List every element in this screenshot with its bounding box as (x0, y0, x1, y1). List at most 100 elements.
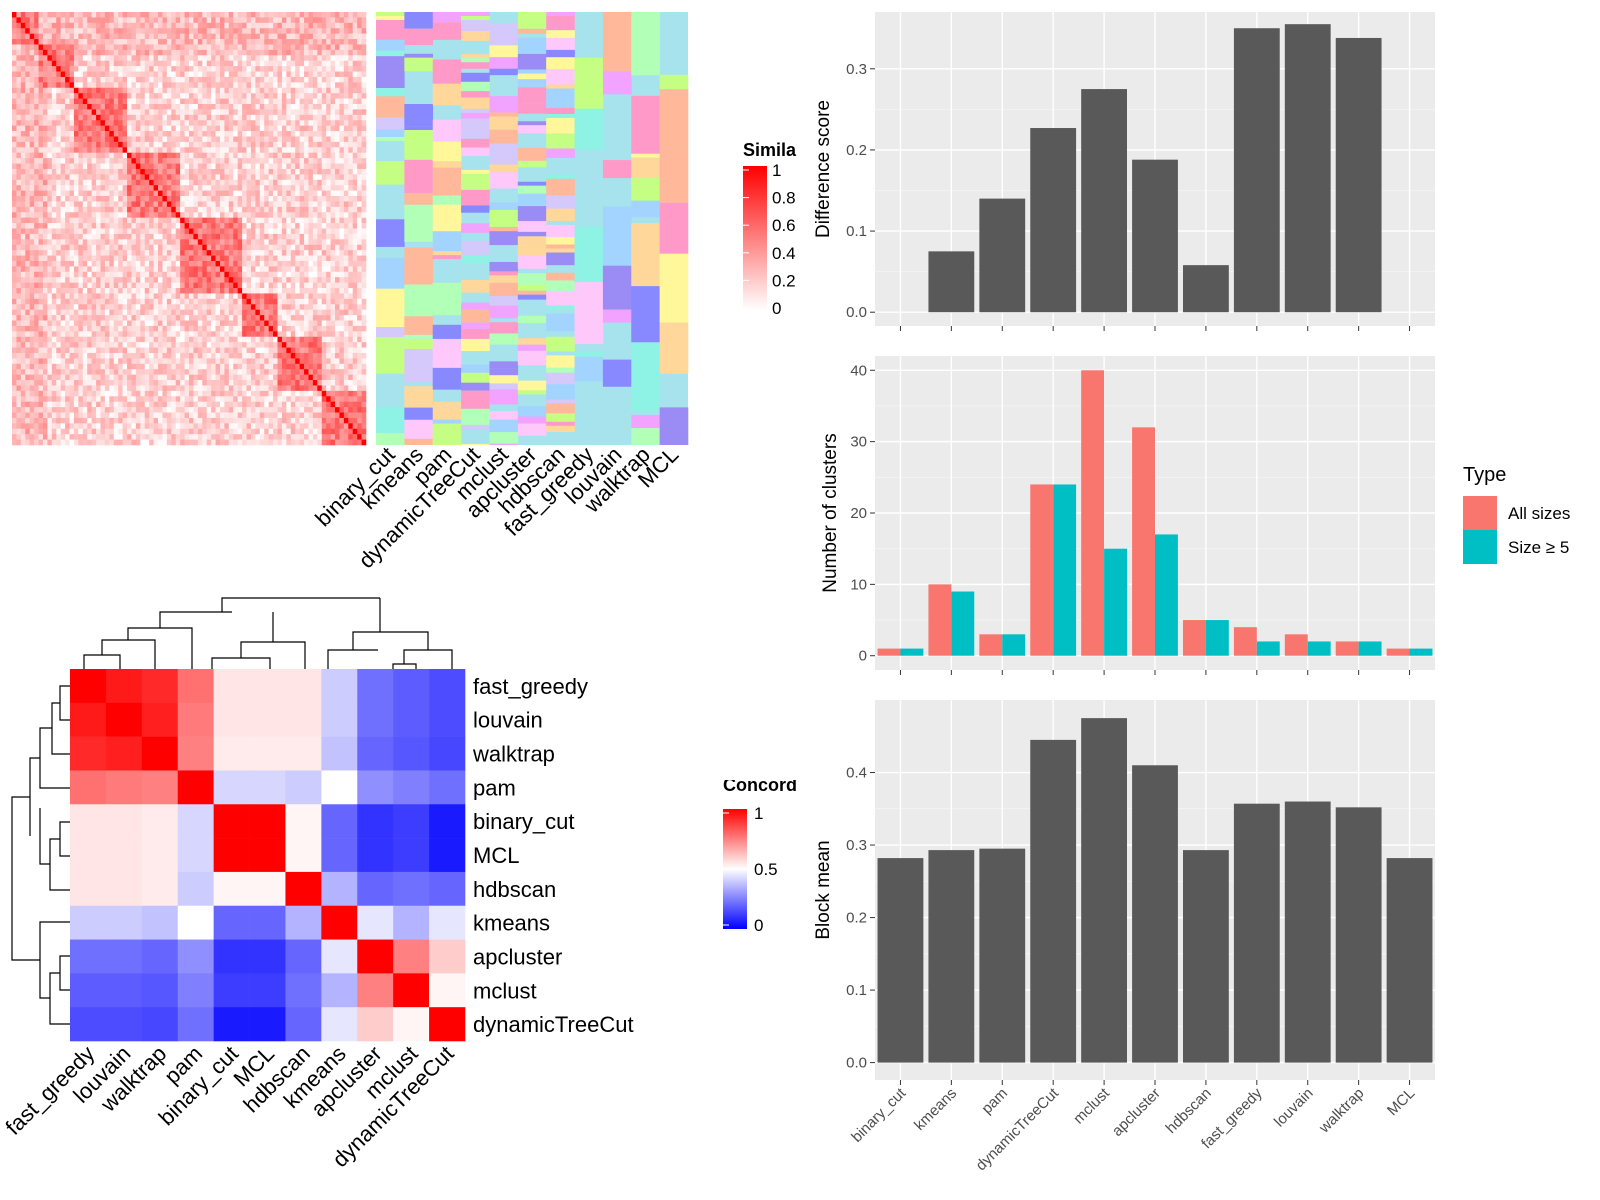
similarity-cell (91, 206, 97, 213)
similarity-cell (233, 82, 238, 89)
similarity-cell (166, 217, 172, 224)
similarity-cell (153, 223, 159, 229)
similarity-cell (184, 22, 190, 29)
similarity-cell (206, 12, 212, 18)
similarity-cell (38, 239, 44, 246)
similarity-cell (175, 33, 181, 40)
similarity-cell (224, 60, 230, 67)
similarity-cell (343, 66, 349, 72)
similarity-cell (158, 109, 163, 116)
similarity-cell (20, 298, 26, 305)
similarity-cell (180, 98, 185, 105)
similarity-cell (131, 190, 137, 197)
similarity-cell (109, 250, 115, 256)
similarity-cell (180, 298, 185, 305)
similarity-cell (96, 76, 101, 83)
similarity-cell (171, 147, 177, 154)
similarity-cell (78, 233, 84, 240)
similarity-cell (286, 266, 292, 273)
similarity-cell (113, 282, 119, 289)
similarity-cell (16, 347, 22, 354)
similarity-cell (286, 76, 292, 83)
similarity-cell (189, 212, 194, 218)
similarity-cell (264, 33, 269, 40)
similarity-cell (153, 342, 159, 348)
similarity-cell (51, 266, 57, 273)
similarity-cell (109, 228, 115, 235)
similarity-cell (131, 298, 137, 305)
similarity-cell (127, 288, 132, 294)
similarity-cell (211, 293, 216, 300)
similarity-cell (304, 212, 309, 218)
similarity-cell (264, 104, 269, 110)
similarity-cell (175, 44, 181, 51)
similarity-cell (197, 325, 203, 332)
similarity-cell (144, 277, 150, 283)
similarity-cell (78, 217, 84, 224)
similarity-cell (162, 255, 168, 262)
similarity-cell (140, 174, 146, 181)
similarity-cell (104, 223, 110, 229)
similarity-cell (246, 271, 252, 278)
similarity-cell (193, 60, 199, 67)
similarity-cell (357, 168, 362, 175)
similarity-cell (153, 76, 159, 83)
similarity-cell (162, 93, 168, 99)
similarity-cell (224, 17, 230, 24)
similarity-cell (171, 87, 177, 94)
similarity-cell (206, 325, 212, 332)
similarity-cell (60, 152, 66, 159)
similarity-cell (357, 87, 362, 94)
similarity-cell (312, 331, 318, 338)
similarity-cell (175, 147, 181, 154)
similarity-cell (308, 233, 314, 240)
similarity-cell (308, 266, 314, 273)
similarity-cell (135, 244, 141, 251)
similarity-cell (65, 87, 70, 94)
similarity-cell (20, 331, 26, 338)
similarity-cell (308, 125, 314, 132)
similarity-cell (65, 104, 70, 110)
similarity-cell (268, 293, 274, 300)
similarity-cell (104, 125, 110, 132)
similarity-cell (317, 22, 323, 29)
similarity-cell (299, 152, 305, 159)
similarity-cell (38, 87, 44, 94)
similarity-cell (122, 190, 128, 197)
similarity-cell (321, 228, 327, 235)
similarity-cell (73, 147, 79, 154)
similarity-cell (268, 22, 274, 29)
similarity-cell (162, 131, 168, 137)
similarity-cell (277, 168, 283, 175)
similarity-cell (215, 39, 221, 45)
similarity-cell (339, 179, 345, 186)
similarity-cell (224, 158, 230, 164)
similarity-cell (12, 125, 17, 132)
similarity-cell (326, 250, 331, 256)
similarity-cell (250, 55, 256, 62)
similarity-cell (206, 244, 212, 251)
similarity-cell (158, 271, 163, 278)
similarity-cell (131, 288, 137, 294)
similarity-cell (317, 304, 323, 310)
similarity-cell (299, 239, 305, 246)
similarity-cell (197, 288, 203, 294)
similarity-cell (224, 55, 230, 62)
similarity-cell (47, 174, 53, 181)
similarity-cell (348, 136, 354, 143)
similarity-cell (109, 244, 115, 251)
similarity-cell (38, 76, 44, 83)
similarity-cell (312, 288, 318, 294)
similarity-cell (100, 98, 106, 105)
similarity-cell (206, 298, 212, 305)
similarity-cell (20, 76, 26, 83)
similarity-cell (51, 185, 57, 191)
similarity-cell (144, 44, 150, 51)
similarity-cell (175, 239, 181, 246)
similarity-cell (228, 104, 234, 110)
similarity-cell (16, 293, 22, 300)
similarity-cell (82, 206, 88, 213)
similarity-cell (127, 82, 132, 89)
similarity-cell (250, 104, 256, 110)
similarity-cell (180, 93, 185, 99)
